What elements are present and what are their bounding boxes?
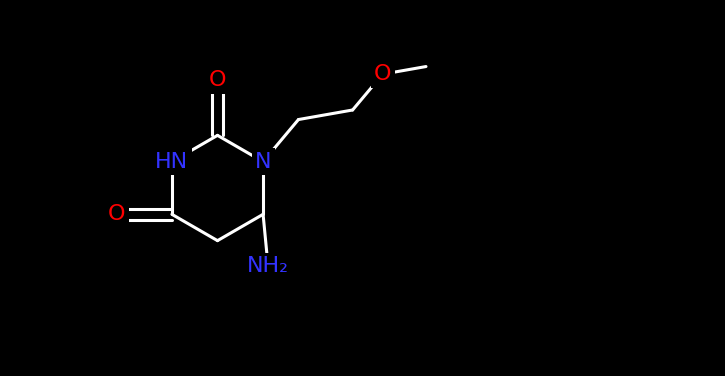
Text: O: O [108,204,125,224]
Text: NH₂: NH₂ [247,256,289,276]
Text: O: O [374,64,392,84]
Text: HN: HN [155,152,188,172]
Text: O: O [209,70,226,90]
Text: N: N [255,152,271,172]
